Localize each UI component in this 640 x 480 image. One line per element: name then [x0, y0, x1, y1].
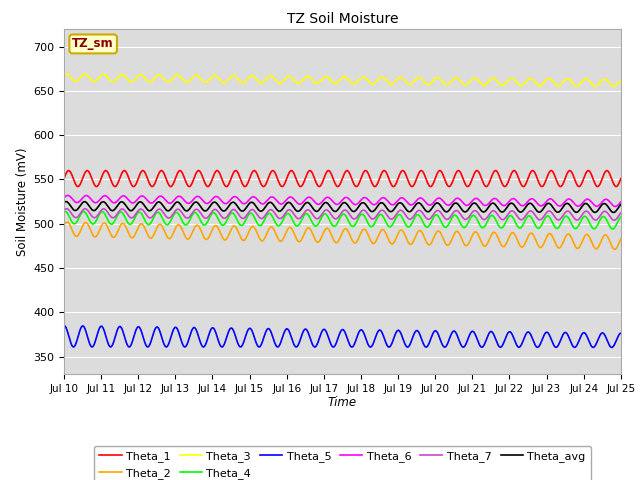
Theta_2 — [216, 228, 223, 234]
Theta_avg — [62, 199, 70, 204]
Theta_4 — [61, 208, 69, 214]
Theta_1 — [60, 176, 68, 181]
Line: Theta_7: Theta_7 — [64, 209, 621, 220]
Theta_3 — [617, 77, 625, 83]
Theta_avg — [397, 200, 404, 206]
Line: Theta_3: Theta_3 — [64, 74, 621, 86]
Theta_avg — [216, 204, 223, 210]
Theta_avg — [60, 200, 68, 205]
Theta_2 — [406, 241, 414, 247]
Theta_3 — [610, 84, 618, 89]
Theta_3 — [564, 76, 572, 82]
Theta_5 — [60, 323, 68, 329]
Theta_3 — [617, 78, 625, 84]
Theta_6 — [180, 196, 188, 202]
Legend: Theta_1, Theta_2, Theta_3, Theta_4, Theta_5, Theta_6, Theta_7, Theta_avg: Theta_1, Theta_2, Theta_3, Theta_4, Thet… — [93, 445, 591, 480]
Theta_2 — [397, 227, 404, 233]
Theta_7 — [611, 217, 618, 223]
Theta_2 — [180, 230, 188, 236]
Theta_5 — [608, 345, 616, 350]
Theta_6 — [64, 192, 72, 198]
Theta_avg — [617, 202, 625, 207]
Theta_1 — [612, 184, 620, 190]
Theta_4 — [609, 226, 616, 232]
Theta_5 — [397, 330, 404, 336]
Theta_4 — [617, 215, 625, 220]
Theta_2 — [63, 219, 71, 225]
Theta_2 — [60, 223, 68, 228]
Theta_4 — [617, 214, 625, 220]
Text: TZ_sm: TZ_sm — [72, 37, 114, 50]
Theta_5 — [60, 323, 68, 328]
Theta_1 — [397, 169, 404, 175]
Theta_avg — [617, 202, 625, 207]
Theta_4 — [564, 215, 572, 220]
Theta_1 — [617, 176, 625, 181]
Theta_7 — [397, 207, 404, 213]
Theta_2 — [617, 236, 625, 242]
Theta_1 — [65, 168, 72, 173]
Line: Theta_5: Theta_5 — [64, 325, 621, 348]
Theta_avg — [564, 201, 572, 206]
X-axis label: Time: Time — [328, 396, 357, 408]
Theta_7 — [564, 208, 572, 214]
Line: Theta_1: Theta_1 — [64, 170, 621, 187]
Theta_7 — [63, 206, 70, 212]
Theta_avg — [406, 208, 414, 214]
Theta_3 — [216, 76, 223, 82]
Theta_avg — [610, 210, 618, 216]
Title: TZ Soil Moisture: TZ Soil Moisture — [287, 12, 398, 26]
Theta_2 — [611, 246, 619, 252]
Theta_4 — [406, 223, 414, 228]
Theta_4 — [216, 219, 223, 225]
Theta_2 — [617, 237, 625, 242]
Theta_3 — [63, 71, 70, 77]
Line: Theta_avg: Theta_avg — [64, 202, 621, 213]
Theta_3 — [180, 77, 188, 83]
Theta_6 — [564, 196, 572, 202]
Theta_6 — [617, 199, 625, 205]
Theta_3 — [397, 74, 404, 80]
Theta_4 — [180, 220, 188, 226]
Theta_3 — [60, 72, 68, 78]
Theta_4 — [397, 213, 404, 218]
Theta_1 — [564, 169, 572, 175]
Theta_5 — [180, 343, 188, 348]
Theta_1 — [617, 176, 625, 182]
Theta_7 — [406, 216, 414, 222]
Theta_3 — [406, 81, 414, 87]
Theta_1 — [180, 172, 188, 178]
Theta_6 — [611, 204, 619, 209]
Theta_5 — [617, 330, 625, 336]
Theta_6 — [617, 199, 625, 205]
Theta_2 — [564, 231, 572, 237]
Theta_7 — [180, 212, 188, 218]
Line: Theta_4: Theta_4 — [64, 211, 621, 229]
Theta_7 — [617, 210, 625, 216]
Line: Theta_6: Theta_6 — [64, 195, 621, 206]
Theta_6 — [406, 202, 414, 208]
Theta_5 — [406, 340, 414, 346]
Theta_6 — [60, 195, 68, 201]
Theta_5 — [564, 333, 572, 338]
Theta_5 — [216, 341, 223, 347]
Theta_5 — [617, 330, 625, 336]
Theta_6 — [216, 196, 223, 202]
Theta_1 — [406, 183, 414, 189]
Y-axis label: Soil Moisture (mV): Soil Moisture (mV) — [16, 147, 29, 256]
Line: Theta_2: Theta_2 — [64, 222, 621, 249]
Theta_6 — [397, 195, 404, 201]
Theta_7 — [216, 211, 223, 216]
Theta_avg — [180, 205, 188, 211]
Theta_7 — [617, 210, 625, 216]
Theta_4 — [60, 209, 68, 215]
Theta_1 — [216, 170, 223, 176]
Theta_7 — [60, 207, 68, 213]
